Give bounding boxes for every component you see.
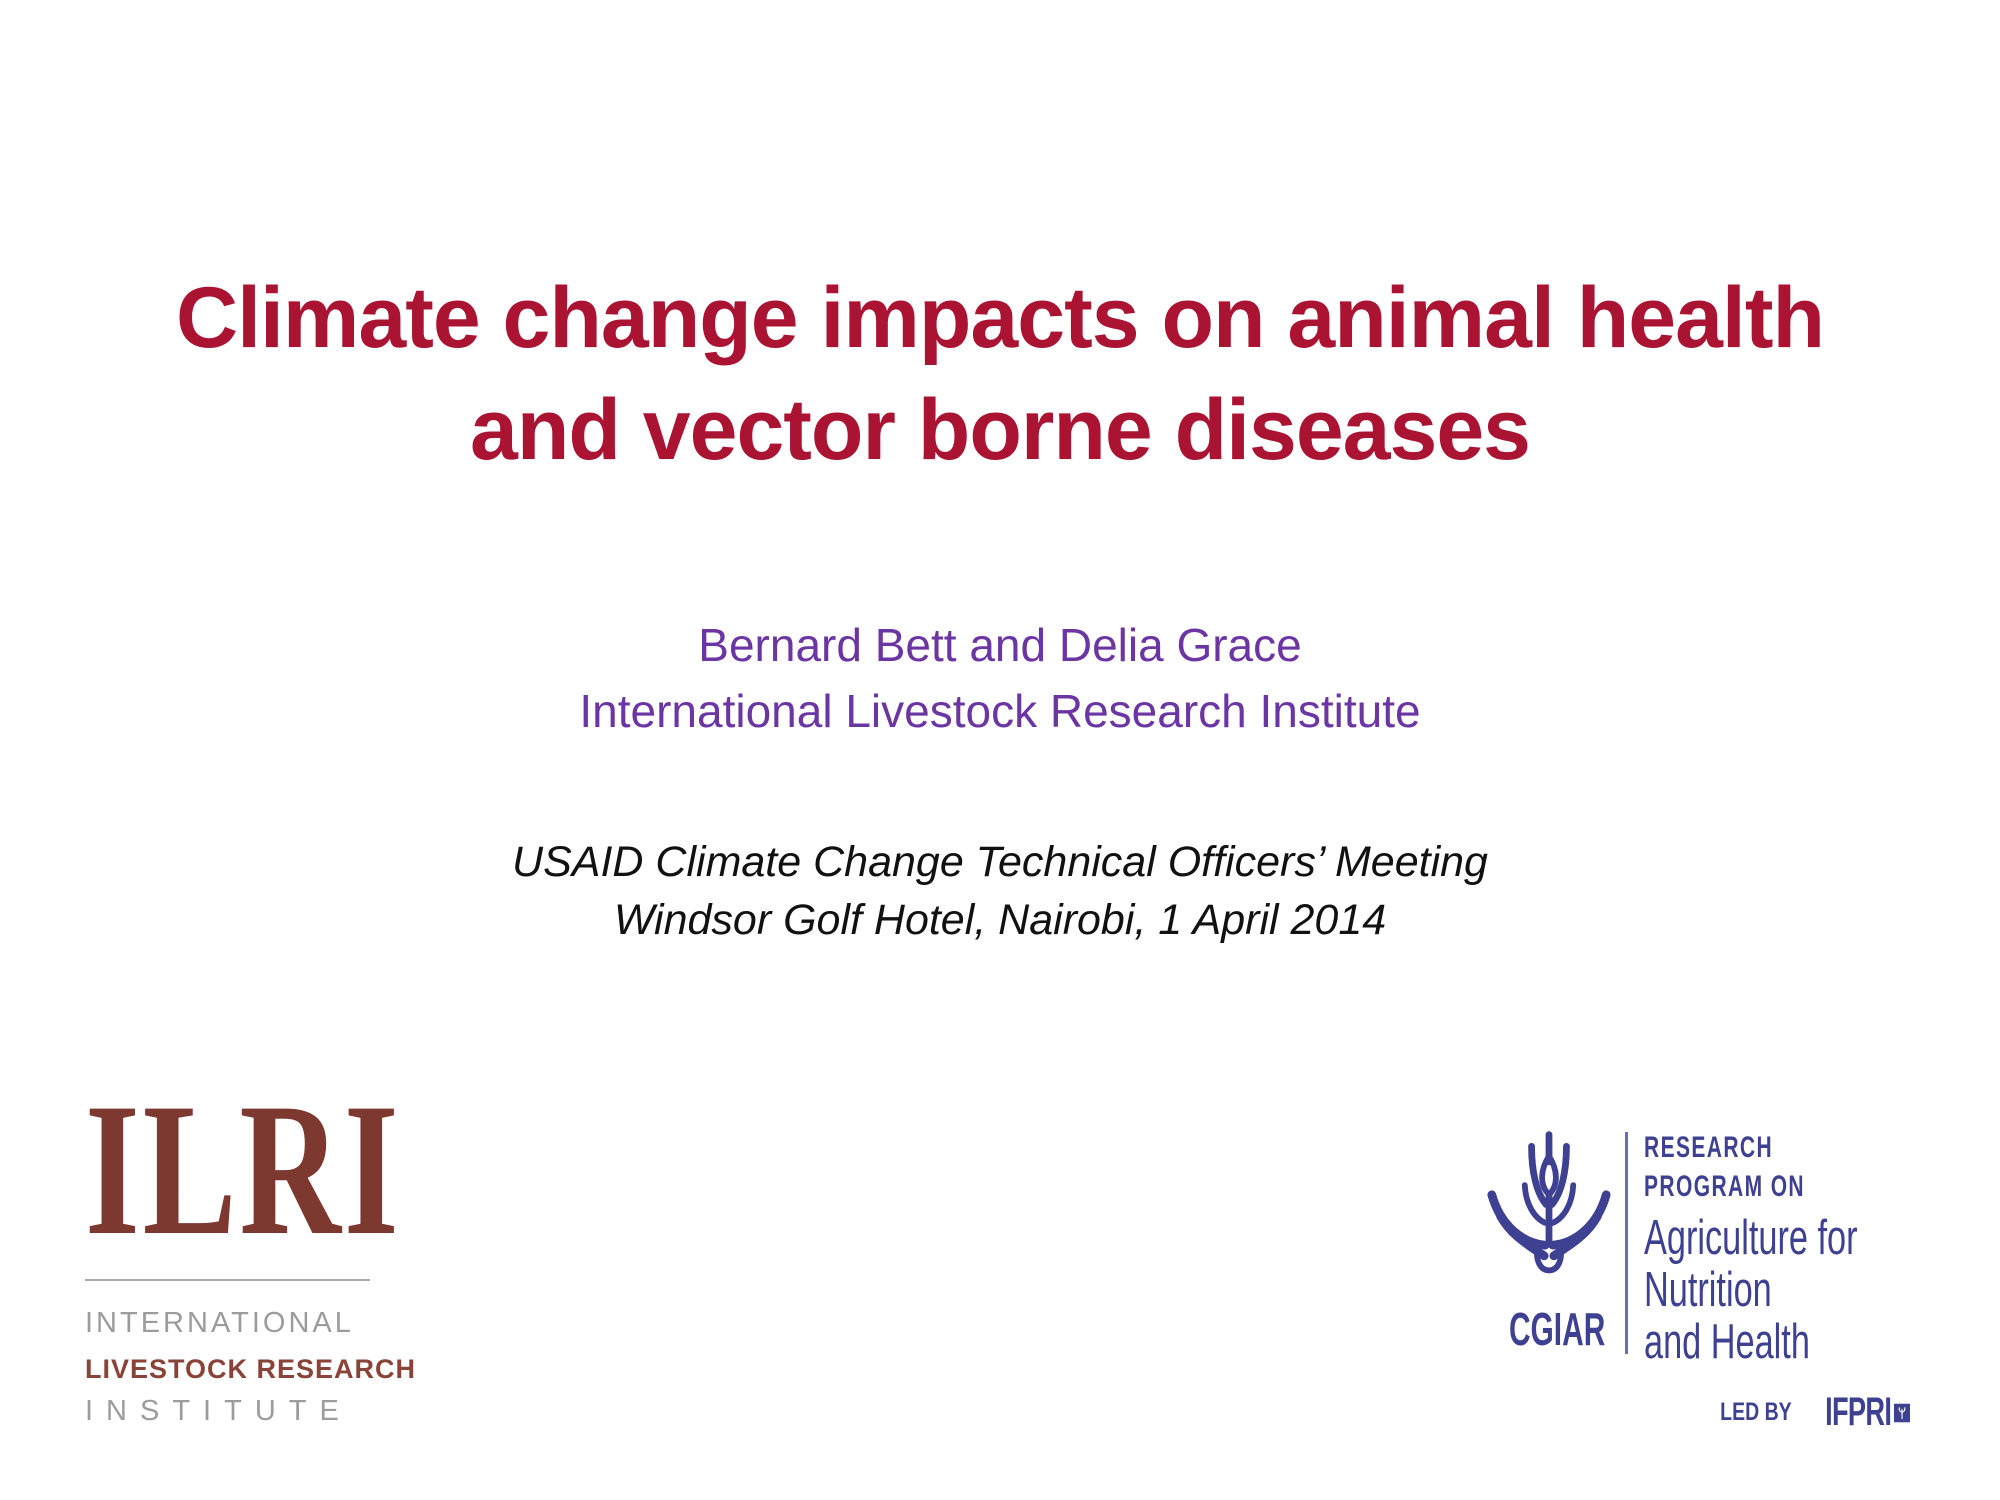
ilri-text-institute: INSTITUTE: [85, 1395, 352, 1427]
authors-block: Bernard Bett and Delia Grace Internation…: [0, 612, 2000, 744]
cgiar-divider-line: [1625, 1132, 1628, 1354]
led-by-ifpri: LED BY IFPRI: [1700, 1390, 1910, 1435]
ilri-divider-line: [85, 1279, 370, 1281]
led-by-label: LED BY: [1720, 1398, 1792, 1426]
ilri-text-international: INTERNATIONAL: [85, 1307, 354, 1339]
cgiar-wordmark: CGIAR: [1508, 1303, 1606, 1355]
ilri-logo: ILRI INTERNATIONAL LIVESTOCK RESEARCH IN…: [85, 1065, 417, 1427]
program-name-line-3: and Health: [1644, 1315, 1810, 1369]
event-block: USAID Climate Change Technical Officers’…: [0, 833, 2000, 949]
program-text-column: RESEARCH PROGRAM ON Agriculture for Nutr…: [1644, 1128, 1858, 1368]
cgiar-a4nh-logo: CGIAR RESEARCH PROGRAM ON Agriculture fo…: [1483, 1128, 1949, 1368]
program-label-research: RESEARCH: [1644, 1131, 1774, 1164]
ifpri-icon: [1893, 1403, 1910, 1422]
ilri-text-livestock-research: LIVESTOCK RESEARCH: [85, 1354, 417, 1384]
title-line-2: and vector borne diseases: [470, 382, 1531, 478]
title-line-1: Climate change impacts on animal health: [176, 270, 1825, 366]
slide-title: Climate change impacts on animal health …: [0, 262, 2000, 486]
cgiar-icon-column: CGIAR: [1483, 1128, 1615, 1368]
program-name-line-1: Agriculture for: [1644, 1211, 1858, 1265]
program-name-line-2: Nutrition: [1644, 1263, 1772, 1317]
wheat-icon: [1487, 1131, 1611, 1274]
affiliation: International Livestock Research Institu…: [579, 685, 1421, 737]
program-label-program-on: PROGRAM ON: [1644, 1170, 1805, 1203]
event-venue-date: Windsor Golf Hotel, Nairobi, 1 April 201…: [613, 896, 1387, 944]
ilri-wordmark: ILRI: [85, 1065, 402, 1275]
ifpri-wordmark: IFPRI: [1824, 1390, 1892, 1434]
author-names: Bernard Bett and Delia Grace: [698, 619, 1302, 671]
event-name: USAID Climate Change Technical Officers’…: [512, 838, 1488, 886]
